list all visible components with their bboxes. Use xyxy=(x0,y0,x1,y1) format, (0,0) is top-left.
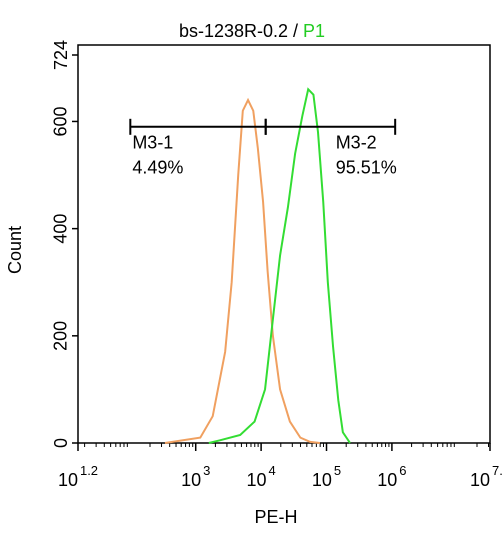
gate-label: M3-1 xyxy=(132,133,173,153)
x-tick-exponent: 7.5 xyxy=(492,463,503,478)
y-tick-label: 400 xyxy=(51,214,71,244)
title-highlight: P1 xyxy=(303,21,325,41)
plot-frame xyxy=(77,44,491,444)
y-axis-label: Count xyxy=(5,226,25,274)
x-tick-base: 10 xyxy=(470,470,490,490)
gate-percent: 4.49% xyxy=(132,158,183,178)
x-tick-exponent: 1.2 xyxy=(80,463,98,478)
x-tick-label: 10 6 xyxy=(377,463,406,489)
x-tick-label: 107.5 xyxy=(470,463,503,489)
x-tick-base: 10 xyxy=(312,470,332,490)
x-tick-label: 10 1.2 xyxy=(58,463,98,489)
x-tick-label: 10 5 xyxy=(312,463,341,489)
histogram-line xyxy=(208,87,351,444)
x-tick-exponent: 4 xyxy=(269,463,276,478)
gate-percent: 95.51% xyxy=(336,158,397,178)
x-tick-exponent: 5 xyxy=(334,463,341,478)
x-tick-exponent: 6 xyxy=(399,463,406,478)
x-tick-base: 10 xyxy=(377,470,397,490)
x-tick-exponent: 3 xyxy=(203,463,210,478)
x-tick-label: 10 4 xyxy=(246,463,275,489)
gate-label: M3-2 xyxy=(336,133,377,153)
x-tick-base: 10 xyxy=(246,470,266,490)
y-tick-label: 600 xyxy=(51,106,71,136)
y-tick-label: 0 xyxy=(51,438,71,448)
title-text: bs-1238R-0.2 / xyxy=(179,21,298,41)
x-tick-base: 10 xyxy=(181,470,201,490)
histogram-line xyxy=(164,97,321,444)
y-tick-label: 200 xyxy=(51,321,71,351)
chart-title: bs-1238R-0.2 / P1 xyxy=(179,21,325,41)
x-axis-label: PE-H xyxy=(254,507,297,527)
x-tick-base: 10 xyxy=(58,470,78,490)
y-tick-label: 724 xyxy=(51,40,71,70)
x-tick-label: 10 3 xyxy=(181,463,210,489)
